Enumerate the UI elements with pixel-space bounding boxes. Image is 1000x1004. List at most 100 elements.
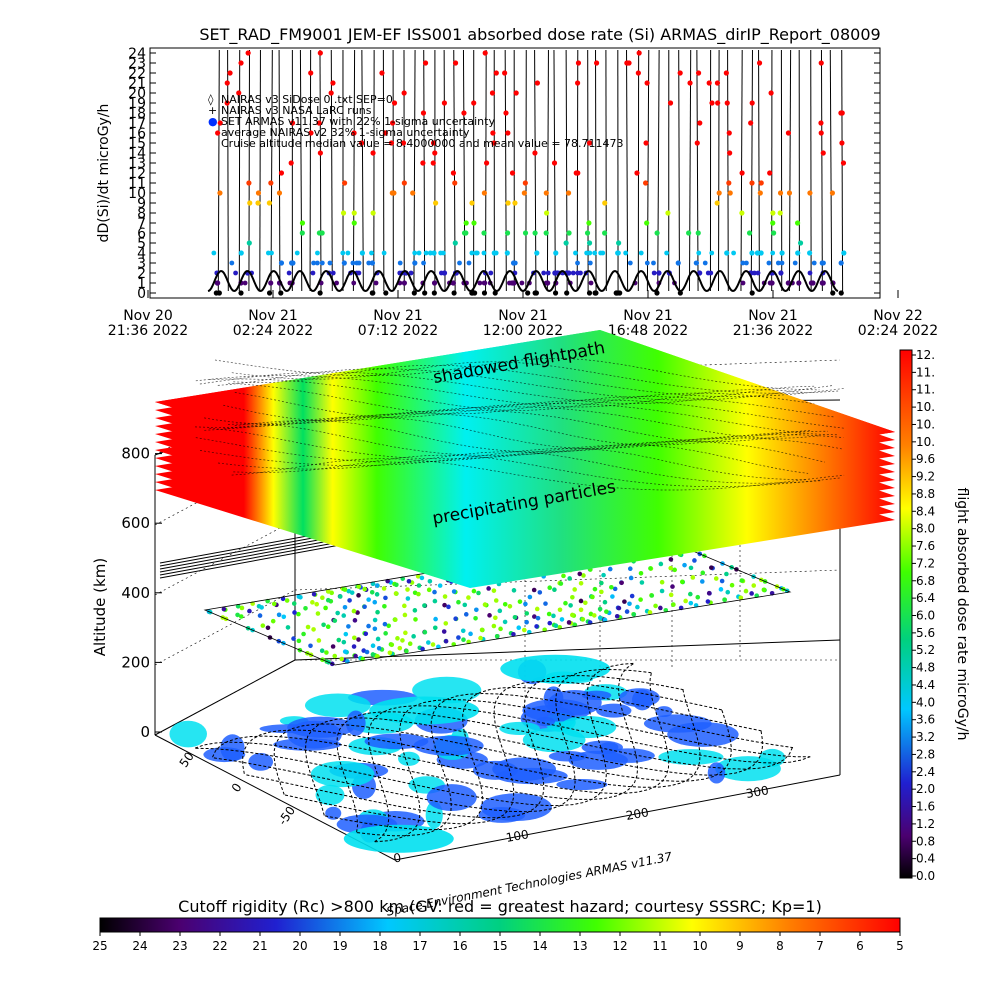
orbit-point bbox=[456, 635, 461, 640]
orbit-point bbox=[487, 613, 492, 618]
data-point bbox=[474, 251, 479, 256]
orbit-point bbox=[468, 632, 473, 637]
orbit-point bbox=[413, 617, 418, 622]
dose-tick-label: 10. bbox=[916, 435, 935, 449]
data-point bbox=[585, 230, 590, 235]
dose-tick-label: 0.0 bbox=[916, 869, 935, 883]
cutoff-tick-label: 9 bbox=[736, 939, 744, 953]
dose-tick-label: 10. bbox=[916, 400, 935, 414]
data-point bbox=[694, 261, 699, 266]
orbit-point bbox=[405, 587, 410, 592]
orbit-point bbox=[311, 627, 316, 632]
dose-tick-label: 0.8 bbox=[916, 834, 935, 848]
dose-tick-label: 6.8 bbox=[916, 574, 935, 588]
x-tick-label-date: Nov 21 bbox=[373, 308, 423, 324]
orbit-point bbox=[559, 581, 564, 586]
data-point bbox=[328, 261, 333, 266]
data-point bbox=[575, 170, 580, 175]
dose-colorbar-label: flight absorbed dose rate microGy/h bbox=[954, 488, 970, 741]
data-point bbox=[793, 261, 798, 266]
data-point bbox=[589, 281, 594, 286]
orbit-point bbox=[628, 566, 633, 571]
spike-line bbox=[679, 50, 680, 291]
spike-line bbox=[320, 50, 321, 291]
data-point bbox=[796, 280, 801, 285]
data-point bbox=[229, 261, 234, 266]
orbit-point bbox=[516, 625, 521, 630]
cutoff-tick-label: 8 bbox=[776, 939, 784, 953]
orbit-point bbox=[353, 618, 358, 623]
spike-line bbox=[463, 50, 464, 291]
orbit-point bbox=[523, 602, 528, 607]
y-tick-label: 24 bbox=[128, 46, 146, 62]
orbit-point bbox=[483, 602, 488, 607]
orbit-point bbox=[570, 613, 575, 618]
spike-line bbox=[310, 50, 311, 291]
data-point bbox=[758, 251, 763, 256]
orbit-point bbox=[579, 581, 584, 586]
data-point bbox=[767, 261, 772, 266]
orbit-point bbox=[498, 627, 503, 632]
cutoff-colorbar-gradient bbox=[100, 918, 900, 932]
data-point bbox=[217, 290, 222, 295]
data-point bbox=[398, 261, 403, 266]
orbit-point bbox=[598, 607, 603, 612]
data-point bbox=[709, 251, 714, 256]
data-point bbox=[575, 261, 580, 266]
orbit-point bbox=[660, 580, 665, 585]
data-point bbox=[217, 190, 222, 195]
data-point bbox=[505, 130, 510, 135]
data-point bbox=[215, 130, 220, 135]
orbit-point bbox=[452, 589, 457, 594]
orbit-point bbox=[649, 593, 654, 598]
orbit-point bbox=[312, 592, 317, 597]
data-point bbox=[467, 261, 472, 266]
data-point bbox=[668, 100, 673, 105]
data-point bbox=[807, 250, 812, 255]
orbit-point bbox=[422, 603, 427, 608]
dose-tick-label: 8.4 bbox=[916, 504, 935, 518]
orbit-point bbox=[406, 596, 411, 601]
data-point bbox=[686, 230, 691, 235]
orbit-point bbox=[547, 612, 552, 617]
data-point bbox=[768, 281, 773, 286]
spike-line bbox=[658, 50, 659, 291]
orbit-point bbox=[389, 642, 394, 647]
spike-line bbox=[228, 50, 229, 291]
spike-line bbox=[486, 50, 487, 291]
spike-line bbox=[647, 50, 648, 291]
data-point bbox=[513, 261, 518, 266]
data-point bbox=[246, 180, 251, 185]
data-point bbox=[795, 250, 800, 255]
orbit-point bbox=[547, 621, 552, 626]
spike-line bbox=[249, 50, 250, 291]
data-point bbox=[471, 100, 476, 105]
orbit-point bbox=[570, 595, 575, 600]
orbit-point bbox=[680, 580, 685, 585]
orbit-point bbox=[403, 631, 408, 636]
data-point bbox=[644, 220, 649, 225]
data-point bbox=[488, 271, 493, 276]
cutoff-tick-label: 23 bbox=[172, 939, 187, 953]
data-point bbox=[484, 160, 489, 165]
data-point bbox=[544, 210, 549, 215]
orbit-point bbox=[383, 622, 388, 627]
orbit-point bbox=[388, 651, 393, 656]
orbit-point bbox=[625, 609, 630, 614]
orbit-point bbox=[720, 579, 725, 584]
orbit-point bbox=[472, 589, 477, 594]
orbit-point bbox=[689, 601, 694, 606]
x-tick-label-time: 12:00 2022 bbox=[483, 323, 563, 339]
orbit-point bbox=[395, 636, 400, 641]
dose-tick-label: 7.6 bbox=[916, 539, 935, 553]
orbit-point bbox=[592, 613, 597, 618]
orbit-point bbox=[635, 605, 640, 610]
data-point bbox=[320, 261, 325, 266]
orbit-point bbox=[453, 616, 458, 621]
data-point bbox=[289, 160, 294, 165]
data-point bbox=[728, 190, 733, 195]
orbit-point bbox=[615, 614, 620, 619]
orbit-point bbox=[331, 644, 336, 649]
data-point bbox=[715, 200, 720, 205]
orbit-point bbox=[346, 624, 351, 629]
